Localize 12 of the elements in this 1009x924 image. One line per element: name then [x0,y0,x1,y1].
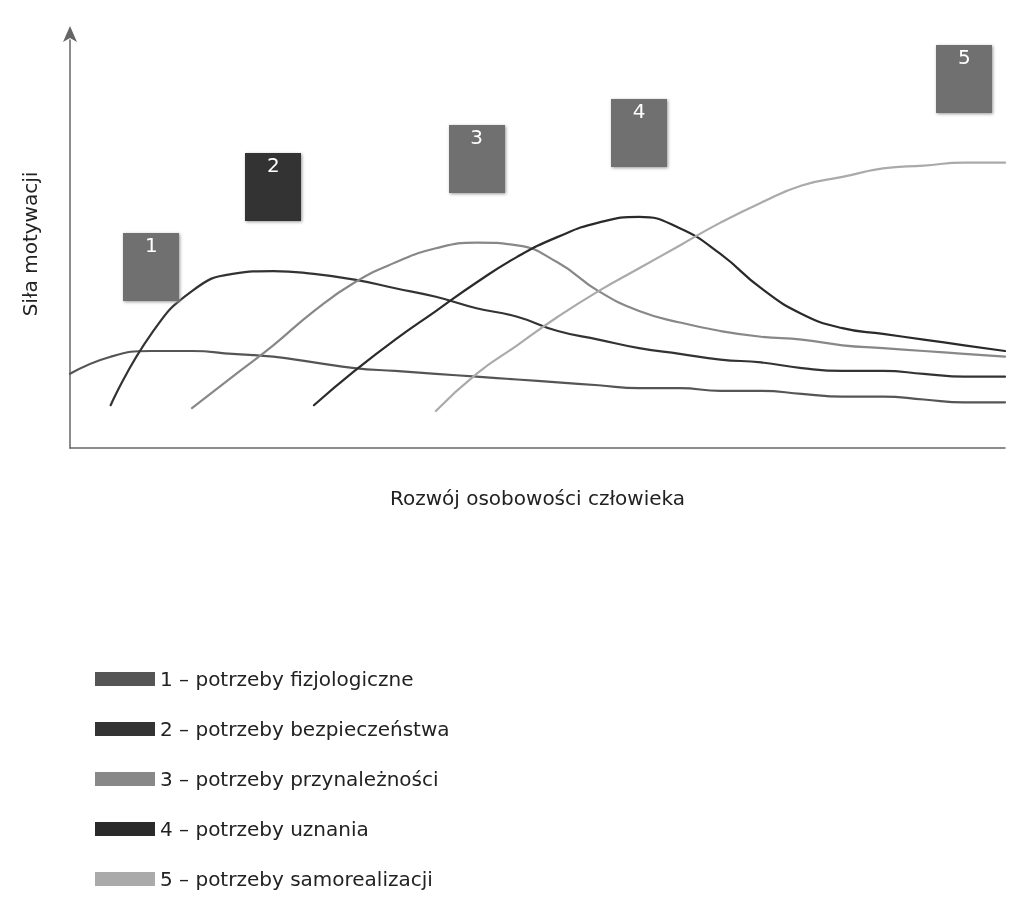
legend-label: 3 – potrzeby przynależności [160,767,439,791]
legend-label: 2 – potrzeby bezpieczeństwa [160,717,450,741]
annotation: 2 [245,153,302,222]
text: 4 [611,98,668,167]
y-axis-title: Siła motywacji [18,171,42,317]
annotation: 1 [123,232,180,301]
legend-label: 4 – potrzeby uznania [160,817,369,841]
legend-label: 1 – potrzeby fizjologiczne [160,667,414,691]
text: 5 [936,44,993,113]
x-axis-title: Rozwój osobowości człowieka [389,486,686,510]
text: 3 [448,124,505,193]
legend-label: 5 – potrzeby samorealizacji [160,867,433,891]
